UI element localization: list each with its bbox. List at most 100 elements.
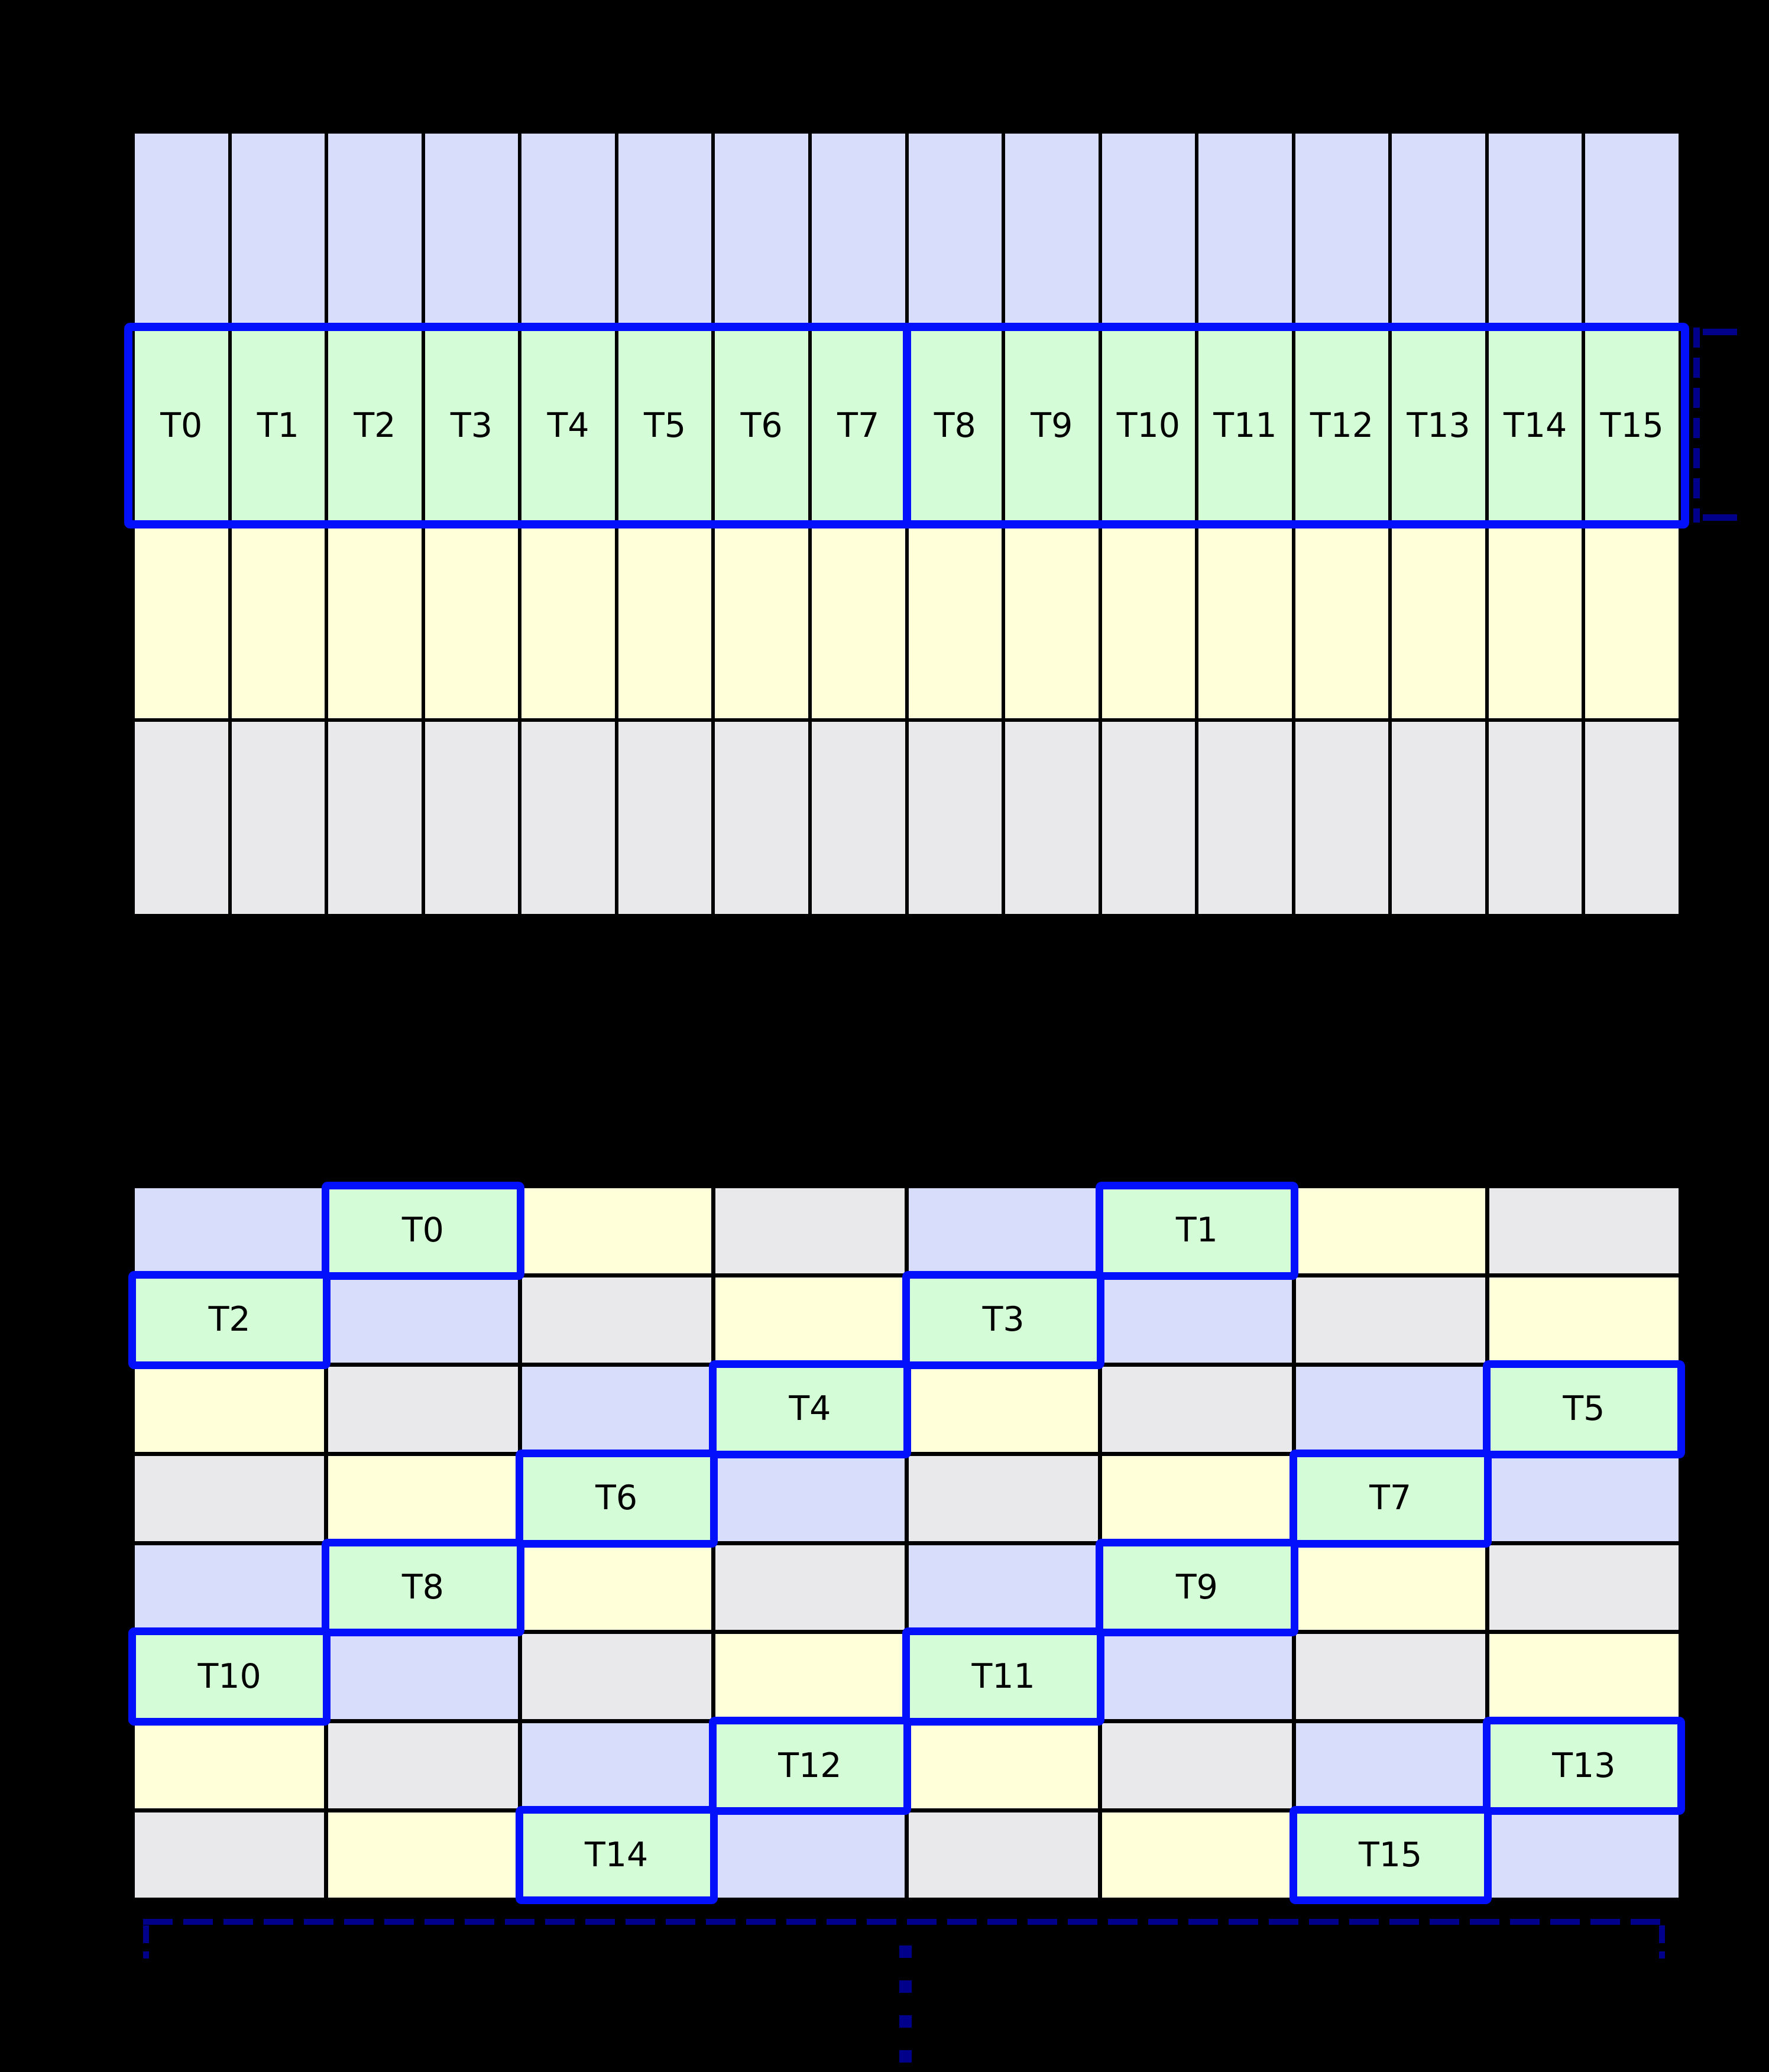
top-thread-cell-T13: T13 (1392, 329, 1485, 522)
thread-label: T14 (584, 1835, 649, 1875)
top-cell-r0c7 (811, 134, 905, 326)
top-cell-r2c5 (618, 526, 712, 718)
swizzled-cell-r0c6 (1295, 1188, 1485, 1273)
swizzled-cell-r2c6 (1295, 1366, 1485, 1452)
top-cell-r2c2 (328, 526, 422, 718)
swizzled-cell-r5c5 (1102, 1634, 1292, 1720)
top-cell-r0c9 (1005, 134, 1099, 326)
thread-label: T12 (778, 1746, 842, 1785)
top-cell-r0c6 (715, 134, 808, 326)
swizzled-thread-cell-T6: T6 (521, 1455, 711, 1541)
swizzled-thread-cell-T4: T4 (715, 1366, 905, 1452)
top-thread-cell-T4: T4 (521, 329, 615, 522)
thread-label: T3 (450, 406, 493, 445)
warp-split-divider (903, 323, 911, 528)
thread-label: T8 (934, 406, 976, 445)
top-cell-r2c4 (521, 526, 615, 718)
top-cell-r0c2 (328, 134, 422, 326)
top-cell-r0c4 (521, 134, 615, 326)
swizzled-cell-r1c7 (1489, 1277, 1679, 1363)
top-cell-r0c11 (1198, 134, 1292, 326)
top-thread-cell-T11: T11 (1198, 329, 1292, 522)
swizzled-cell-r1c3 (715, 1277, 905, 1363)
thread-label: T15 (1358, 1835, 1423, 1875)
swizzled-thread-cell-T11: T11 (909, 1634, 1099, 1720)
top-cell-r2c12 (1295, 526, 1389, 718)
swizzled-cell-r4c6 (1295, 1545, 1485, 1630)
top-cell-r2c1 (231, 526, 325, 718)
top-cell-r2c6 (715, 526, 808, 718)
swizzled-cell-r1c5 (1102, 1277, 1292, 1363)
continuation-dots (899, 1945, 912, 2067)
swizzled-cell-r5c6 (1295, 1634, 1485, 1720)
swizzled-cell-r7c0 (135, 1812, 325, 1898)
swizzled-cell-r6c6 (1295, 1723, 1485, 1809)
swizzled-thread-cell-T8: T8 (328, 1545, 518, 1630)
top-cell-r2c7 (811, 526, 905, 718)
swizzled-cell-r6c0 (135, 1723, 325, 1809)
swizzled-thread-cell-T13: T13 (1489, 1723, 1679, 1809)
top-thread-cell-T10: T10 (1101, 329, 1195, 522)
top-thread-cell-T5: T5 (618, 329, 712, 522)
top-cell-r0c8 (908, 134, 1002, 326)
row-height-bracket-vertical (1693, 328, 1700, 523)
swizzled-cell-r2c1 (328, 1366, 518, 1452)
top-cell-r2c13 (1392, 526, 1485, 718)
top-cell-r3c2 (328, 721, 422, 914)
swizzled-thread-cell-T15: T15 (1295, 1812, 1485, 1898)
top-cell-r3c3 (425, 721, 519, 914)
swizzled-layout-grid: T0 T1 T2 T3 T4 T5 T6 T7 T8 T9 T10 T11 T12 T13 T14 T15 (131, 1185, 1682, 1901)
top-thread-cell-T7: T7 (811, 329, 905, 522)
thread-label: T9 (1031, 406, 1073, 445)
thread-label: T13 (1552, 1746, 1616, 1785)
swizzled-thread-cell-T1: T1 (1102, 1188, 1292, 1273)
top-cell-r0c1 (231, 134, 325, 326)
swizzled-cell-r2c0 (135, 1366, 325, 1452)
thread-label: T12 (1310, 406, 1374, 445)
top-cell-r0c0 (135, 134, 228, 326)
thread-label: T7 (837, 406, 880, 445)
swizzled-cell-r2c2 (521, 1366, 711, 1452)
swizzled-cell-r6c4 (909, 1723, 1099, 1809)
top-cell-r3c5 (618, 721, 712, 914)
swizzled-thread-cell-T14: T14 (521, 1812, 711, 1898)
top-cell-r3c0 (135, 721, 228, 914)
thread-label: T5 (644, 406, 686, 445)
top-cell-r2c14 (1488, 526, 1582, 718)
swizzled-cell-r5c7 (1489, 1634, 1679, 1720)
swizzled-thread-cell-T10: T10 (135, 1634, 325, 1720)
swizzled-cell-r5c2 (521, 1634, 711, 1720)
swizzled-cell-r3c4 (909, 1455, 1099, 1541)
swizzled-thread-cell-T9: T9 (1102, 1545, 1292, 1630)
swizzled-cell-r5c1 (328, 1634, 518, 1720)
swizzled-thread-cell-T12: T12 (715, 1723, 905, 1809)
swizzled-cell-r3c0 (135, 1455, 325, 1541)
top-thread-cell-T3: T3 (425, 329, 519, 522)
swizzled-cell-r3c5 (1102, 1455, 1292, 1541)
top-cell-r2c3 (425, 526, 519, 718)
thread-label: T3 (982, 1300, 1025, 1340)
thread-label: T4 (547, 406, 589, 445)
linear-layout-grid: T0 T1 T2 T3 T4 T5 T6 T7 T8 T9 T10 T11 T12 T13 T14 T15 (131, 130, 1682, 917)
top-cell-r3c11 (1198, 721, 1292, 914)
swizzled-cell-r4c0 (135, 1545, 325, 1630)
thread-label: T11 (1213, 406, 1277, 445)
thread-label: T2 (354, 406, 396, 445)
thread-label: T8 (401, 1567, 444, 1607)
top-cell-r3c14 (1488, 721, 1582, 914)
swizzled-thread-cell-T7: T7 (1295, 1455, 1485, 1541)
thread-label: T9 (1175, 1567, 1218, 1607)
top-thread-cell-T0: T0 (135, 329, 228, 522)
swizzled-cell-r4c7 (1489, 1545, 1679, 1630)
swizzled-cell-r3c3 (715, 1455, 905, 1541)
top-cell-r3c10 (1101, 721, 1195, 914)
thread-label: T7 (1369, 1478, 1412, 1518)
swizzled-cell-r6c2 (521, 1723, 711, 1809)
swizzled-cell-r7c1 (328, 1812, 518, 1898)
top-cell-r2c15 (1585, 526, 1679, 718)
top-thread-cell-T14: T14 (1488, 329, 1582, 522)
swizzled-cell-r0c0 (135, 1188, 325, 1273)
swizzled-cell-r1c1 (328, 1277, 518, 1363)
row-height-bracket-bottom-dash (1703, 514, 1737, 521)
